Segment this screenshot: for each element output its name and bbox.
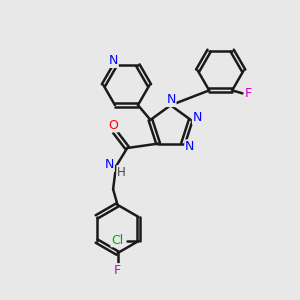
Text: N: N xyxy=(193,111,202,124)
Text: H: H xyxy=(117,166,126,179)
Text: O: O xyxy=(109,119,118,132)
Text: N: N xyxy=(185,140,194,153)
Text: Cl: Cl xyxy=(111,234,123,247)
Text: F: F xyxy=(245,87,252,100)
Text: F: F xyxy=(114,264,121,277)
Text: N: N xyxy=(167,93,176,106)
Text: N: N xyxy=(109,54,118,68)
Text: N: N xyxy=(105,158,114,171)
